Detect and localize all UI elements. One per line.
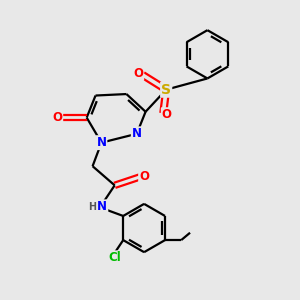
Text: O: O — [133, 67, 143, 80]
Text: O: O — [139, 170, 149, 183]
Text: O: O — [52, 111, 62, 124]
Text: N: N — [132, 127, 142, 140]
Text: Cl: Cl — [108, 251, 121, 264]
Text: N: N — [97, 200, 107, 213]
Text: S: S — [161, 82, 171, 97]
Text: H: H — [88, 202, 96, 212]
Text: O: O — [162, 108, 172, 121]
Text: N: N — [96, 136, 106, 149]
